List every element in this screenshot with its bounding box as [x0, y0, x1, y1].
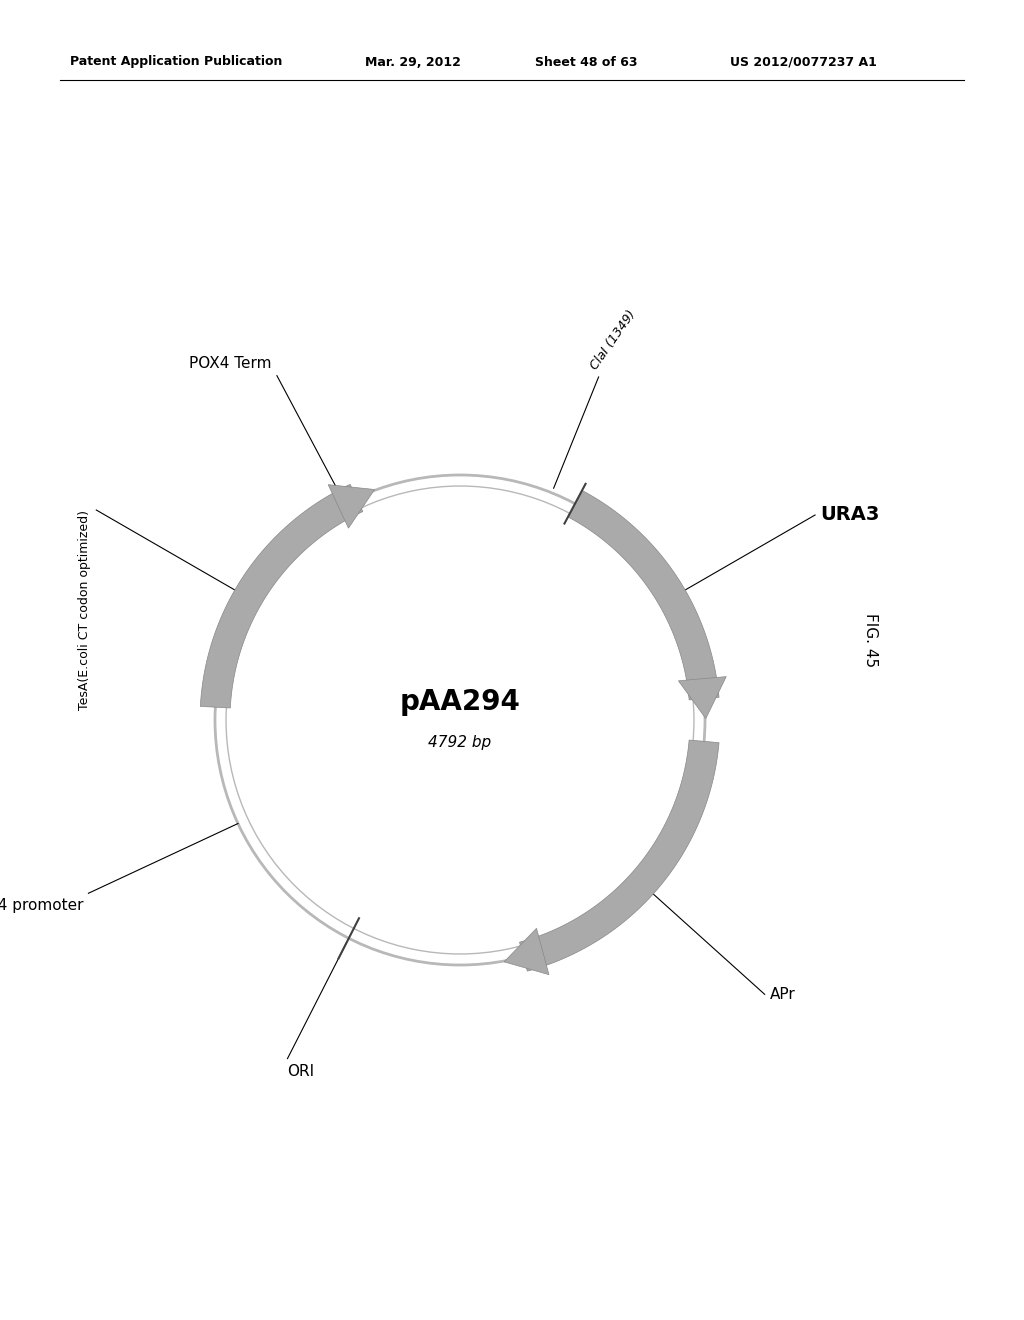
- Text: Sheet 48 of 63: Sheet 48 of 63: [535, 55, 638, 69]
- Polygon shape: [504, 928, 549, 974]
- Text: 4792 bp: 4792 bp: [428, 734, 492, 750]
- Text: pAA294: pAA294: [399, 688, 520, 715]
- Text: ClaI (1349): ClaI (1349): [588, 308, 638, 372]
- Text: FIG. 45: FIG. 45: [862, 612, 878, 667]
- Polygon shape: [679, 677, 726, 718]
- Text: POX4 promoter: POX4 promoter: [0, 899, 83, 913]
- Polygon shape: [519, 741, 719, 972]
- Text: US 2012/0077237 A1: US 2012/0077237 A1: [730, 55, 877, 69]
- Polygon shape: [201, 484, 362, 708]
- Text: TesA(E.coli CT codon optimized): TesA(E.coli CT codon optimized): [78, 510, 91, 710]
- Text: APr: APr: [770, 987, 796, 1002]
- Text: ORI: ORI: [288, 1064, 314, 1078]
- Text: Mar. 29, 2012: Mar. 29, 2012: [365, 55, 461, 69]
- Text: URA3: URA3: [820, 506, 880, 524]
- Polygon shape: [568, 491, 719, 700]
- Polygon shape: [328, 484, 375, 528]
- Text: POX4 Term: POX4 Term: [189, 355, 272, 371]
- Text: Patent Application Publication: Patent Application Publication: [70, 55, 283, 69]
